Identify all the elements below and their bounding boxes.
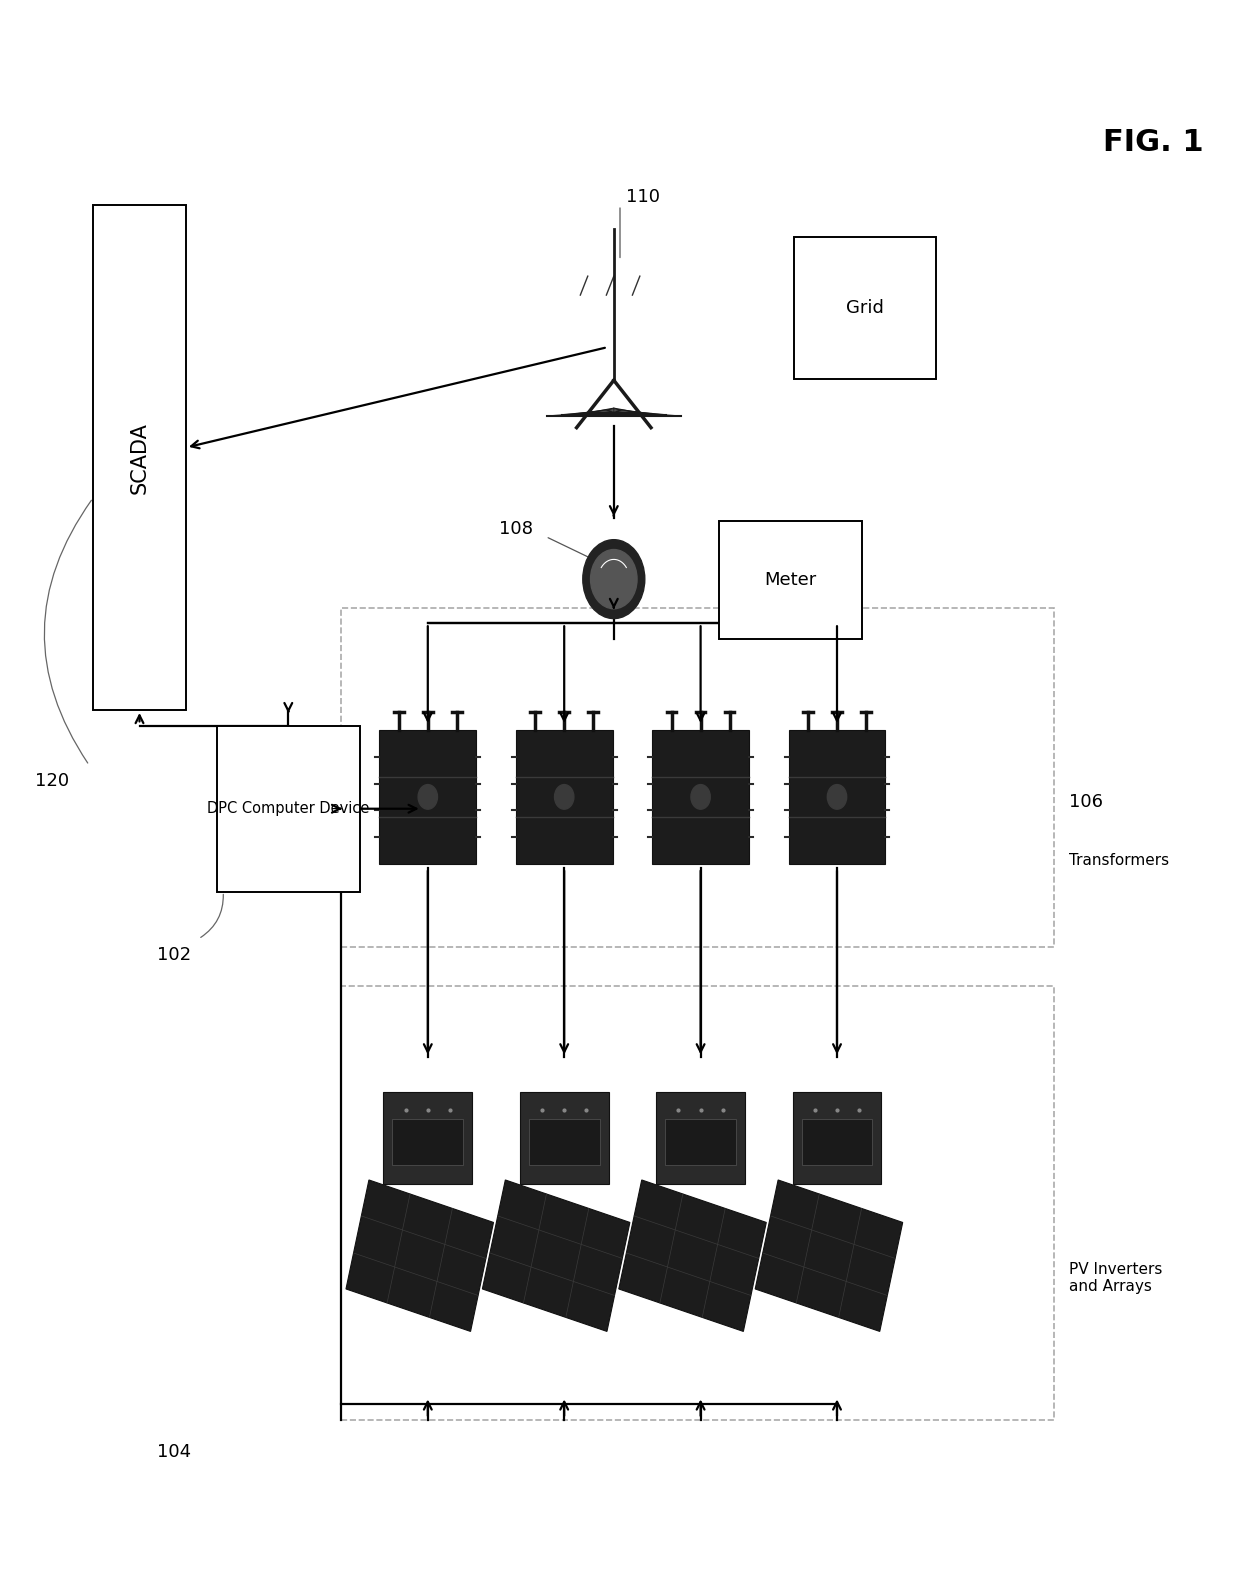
Polygon shape [755,1180,903,1332]
Text: 104: 104 [156,1442,191,1461]
Bar [93,205,186,710]
Text: DPC Computer Device: DPC Computer Device [207,802,370,816]
Bar [528,1119,600,1166]
Bar [719,521,862,639]
Bar [792,1092,882,1184]
Bar [665,1119,737,1166]
Bar [801,1119,873,1166]
Text: Meter: Meter [764,571,817,589]
Bar [789,731,885,863]
Bar [341,608,1054,947]
Circle shape [554,784,574,810]
Polygon shape [346,1180,494,1332]
Bar [379,731,476,863]
Bar [383,1092,472,1184]
Text: Grid: Grid [846,298,884,317]
Bar [217,726,360,892]
Polygon shape [482,1180,630,1332]
Bar [516,731,613,863]
Text: 110: 110 [626,188,660,207]
Text: 102: 102 [156,945,191,964]
Text: SCADA: SCADA [129,421,150,494]
Text: FIG. 1: FIG. 1 [1102,128,1204,156]
Text: PV Inverters
and Arrays: PV Inverters and Arrays [1069,1262,1162,1294]
Text: Transformers: Transformers [1069,852,1169,868]
Bar [794,237,936,379]
Bar [652,731,749,863]
Text: 120: 120 [35,772,69,791]
Bar [341,986,1054,1420]
Circle shape [827,784,847,810]
Bar [392,1119,464,1166]
Text: 106: 106 [1069,792,1102,811]
Circle shape [418,784,438,810]
Circle shape [691,784,711,810]
Circle shape [590,549,637,609]
Polygon shape [619,1180,766,1332]
Text: 108: 108 [500,519,533,538]
Bar [520,1092,609,1184]
Bar [656,1092,745,1184]
Circle shape [583,540,645,619]
